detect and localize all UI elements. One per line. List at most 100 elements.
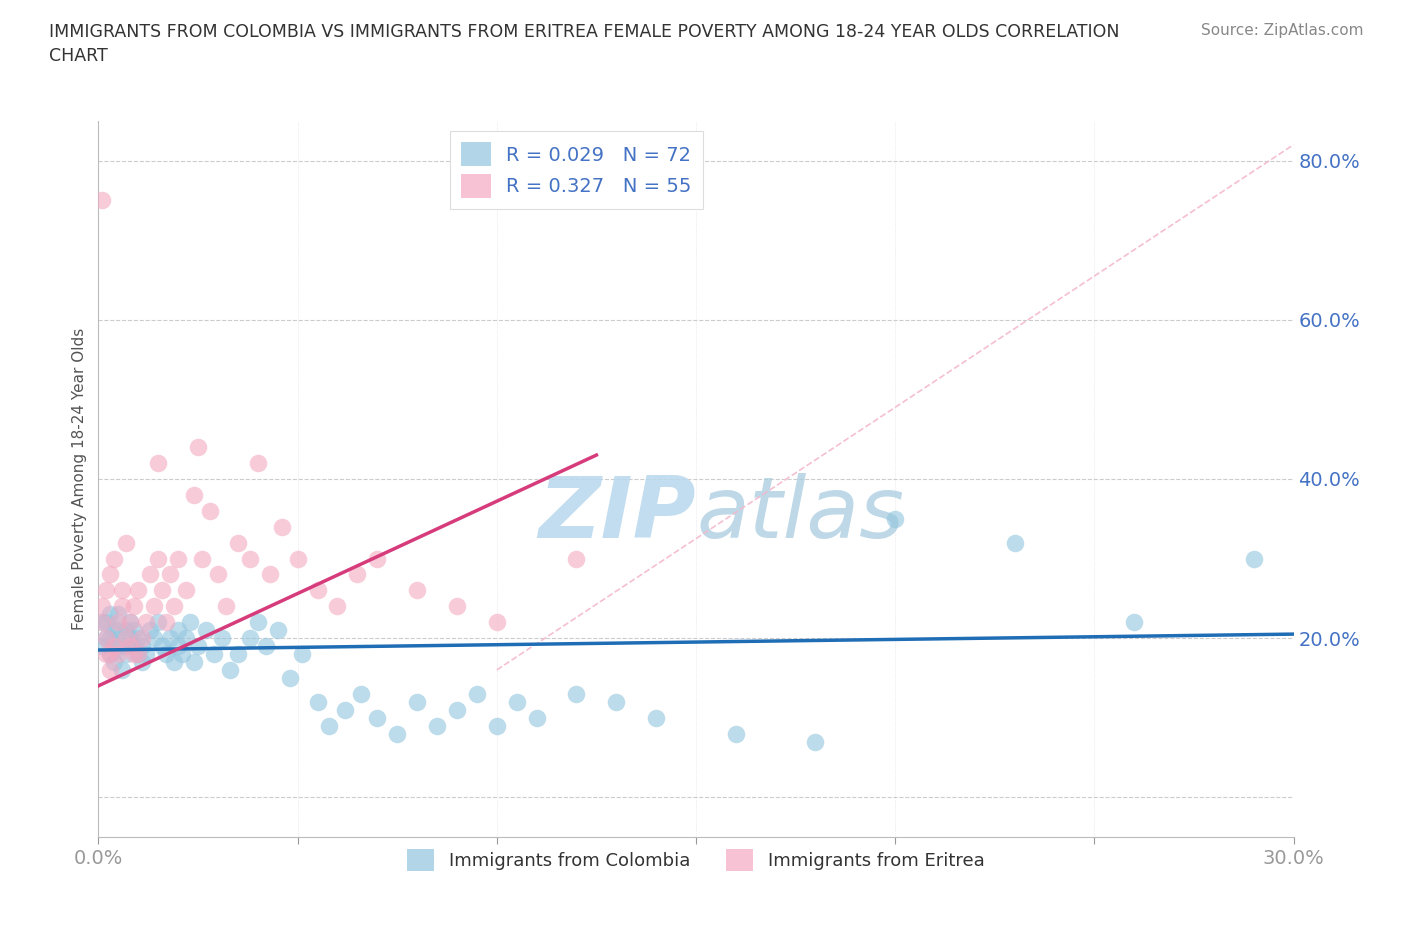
Point (215, 599, 238, 614)
Point (335, 702, 357, 717)
Point (139, 567, 162, 582)
Point (219, 662, 242, 677)
Point (91, 639, 114, 654)
Point (98, 662, 122, 677)
Point (191, 551, 214, 566)
Point (127, 631, 149, 645)
Point (111, 639, 134, 654)
Point (96, 615, 118, 630)
Point (120, 639, 142, 654)
Point (124, 623, 146, 638)
Point (202, 646, 225, 661)
Point (167, 551, 190, 566)
Point (406, 583, 429, 598)
Point (111, 583, 134, 598)
Point (526, 711, 548, 725)
Point (107, 639, 129, 654)
Point (91, 193, 114, 208)
Point (107, 623, 129, 638)
Point (103, 623, 125, 638)
Point (159, 567, 181, 582)
Point (179, 615, 201, 630)
Point (207, 567, 229, 582)
Point (1004, 535, 1026, 550)
Point (124, 639, 146, 654)
Point (127, 646, 149, 661)
Point (804, 734, 827, 749)
Point (326, 599, 349, 614)
Point (143, 599, 166, 614)
Point (446, 599, 468, 614)
Point (226, 646, 249, 661)
Point (1243, 551, 1265, 566)
Text: atlas: atlas (696, 473, 904, 556)
Point (485, 718, 508, 733)
Point (120, 615, 142, 630)
Point (318, 718, 340, 733)
Point (131, 655, 153, 670)
Point (406, 695, 429, 710)
Text: IMMIGRANTS FROM COLOMBIA VS IMMIGRANTS FROM ERITREA FEMALE POVERTY AMONG 18-24 Y: IMMIGRANTS FROM COLOMBIA VS IMMIGRANTS F… (49, 23, 1119, 65)
Point (111, 662, 134, 677)
Point (98, 646, 122, 661)
Point (246, 456, 269, 471)
Point (183, 655, 205, 670)
Point (605, 695, 627, 710)
Point (148, 456, 170, 471)
Point (350, 686, 373, 701)
Point (98, 567, 122, 582)
Point (127, 646, 149, 661)
Point (246, 615, 269, 630)
Point (103, 551, 125, 566)
Point (307, 583, 329, 598)
Point (139, 623, 162, 638)
Y-axis label: Female Poverty Among 18-24 Year Olds: Female Poverty Among 18-24 Year Olds (72, 328, 87, 631)
Point (211, 631, 233, 645)
Point (565, 686, 588, 701)
Point (346, 567, 368, 582)
Point (150, 583, 173, 598)
Point (198, 503, 221, 518)
Point (91, 615, 114, 630)
Point (120, 631, 142, 645)
Point (96, 631, 118, 645)
Point (167, 623, 190, 638)
Point (135, 646, 157, 661)
Point (267, 623, 290, 638)
Point (307, 695, 329, 710)
Point (120, 615, 142, 630)
Point (107, 606, 129, 621)
Legend: Immigrants from Colombia, Immigrants from Eritrea: Immigrants from Colombia, Immigrants fro… (401, 842, 991, 878)
Point (115, 623, 138, 638)
Point (565, 551, 588, 566)
Point (187, 639, 209, 654)
Point (135, 615, 157, 630)
Point (1123, 615, 1146, 630)
Text: Source: ZipAtlas.com: Source: ZipAtlas.com (1201, 23, 1364, 38)
Point (91, 615, 114, 630)
Point (115, 631, 138, 645)
Point (187, 440, 209, 455)
Point (124, 646, 146, 661)
Point (107, 646, 129, 661)
Point (385, 726, 409, 741)
Point (103, 639, 125, 654)
Point (366, 711, 388, 725)
Point (98, 646, 122, 661)
Point (96, 631, 118, 645)
Point (98, 631, 122, 645)
Point (172, 646, 194, 661)
Point (107, 615, 129, 630)
Point (103, 655, 125, 670)
Point (167, 639, 190, 654)
Point (96, 646, 118, 661)
Point (124, 599, 146, 614)
Point (183, 487, 205, 502)
Point (254, 639, 277, 654)
Text: ZIP: ZIP (538, 473, 696, 556)
Point (278, 671, 301, 685)
Point (159, 631, 181, 645)
Point (291, 646, 314, 661)
Point (174, 631, 197, 645)
Point (115, 535, 138, 550)
